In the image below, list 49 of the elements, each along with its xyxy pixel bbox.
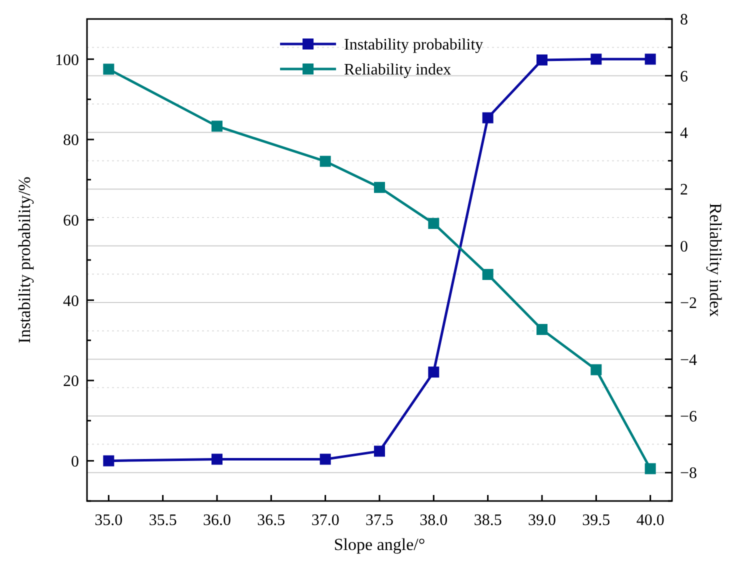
y-tick-label: 20 xyxy=(63,373,79,390)
point xyxy=(212,120,222,132)
point xyxy=(428,218,440,229)
point xyxy=(482,268,494,280)
point xyxy=(644,54,656,65)
y-tick-label: 0 xyxy=(71,453,79,470)
x-tick-label: 40.0 xyxy=(636,512,664,529)
y2-axis-title: Reliability index xyxy=(706,203,725,318)
x-tick-label: 39.0 xyxy=(528,512,556,529)
point xyxy=(374,446,385,457)
point xyxy=(320,156,331,167)
y2-tick-label: 0 xyxy=(680,238,688,256)
point xyxy=(590,54,602,65)
x-tick-label: 39.5 xyxy=(582,512,610,529)
point xyxy=(536,54,548,66)
x-tick-label: 37.5 xyxy=(366,512,394,529)
point xyxy=(428,366,440,378)
y2-tick-label: 4 xyxy=(680,125,688,142)
y-tick-label: 100 xyxy=(55,52,79,69)
point xyxy=(320,454,331,465)
x-tick-label: 38.5 xyxy=(474,512,502,529)
y2-tick-label: 8 xyxy=(680,12,688,29)
x-axis-title: Slope angle/° xyxy=(334,535,426,554)
y2-tick-label: −2 xyxy=(680,295,698,312)
x-tick-label: 36.0 xyxy=(203,512,231,529)
x-tick-label: 36.5 xyxy=(257,512,286,529)
point xyxy=(644,463,656,474)
x-tick-label: 38.0 xyxy=(420,512,448,529)
y2-tick-label: −4 xyxy=(680,352,698,369)
y2-tick-label: −8 xyxy=(680,465,698,482)
x-tick-label: 35.0 xyxy=(94,512,123,529)
point xyxy=(536,324,548,335)
x-tick-label: 35.5 xyxy=(148,512,177,529)
y-tick-label: 60 xyxy=(63,212,79,230)
point xyxy=(590,364,602,376)
point xyxy=(374,182,385,193)
y-axis-title: Instability probability/% xyxy=(15,176,34,344)
point xyxy=(212,454,222,465)
legend-label: Reliability index xyxy=(344,62,452,79)
y2-tick-label: 6 xyxy=(680,68,688,86)
y2-tick-label: −6 xyxy=(680,408,698,426)
y-tick-label: 80 xyxy=(63,132,79,150)
point xyxy=(103,455,114,466)
y2-tick-label: 2 xyxy=(680,182,688,199)
legend-label: Instability probability xyxy=(344,36,484,54)
y-tick-label: 40 xyxy=(63,292,79,310)
point xyxy=(482,112,494,124)
x-tick-label: 37.0 xyxy=(311,512,340,529)
point xyxy=(103,64,114,75)
